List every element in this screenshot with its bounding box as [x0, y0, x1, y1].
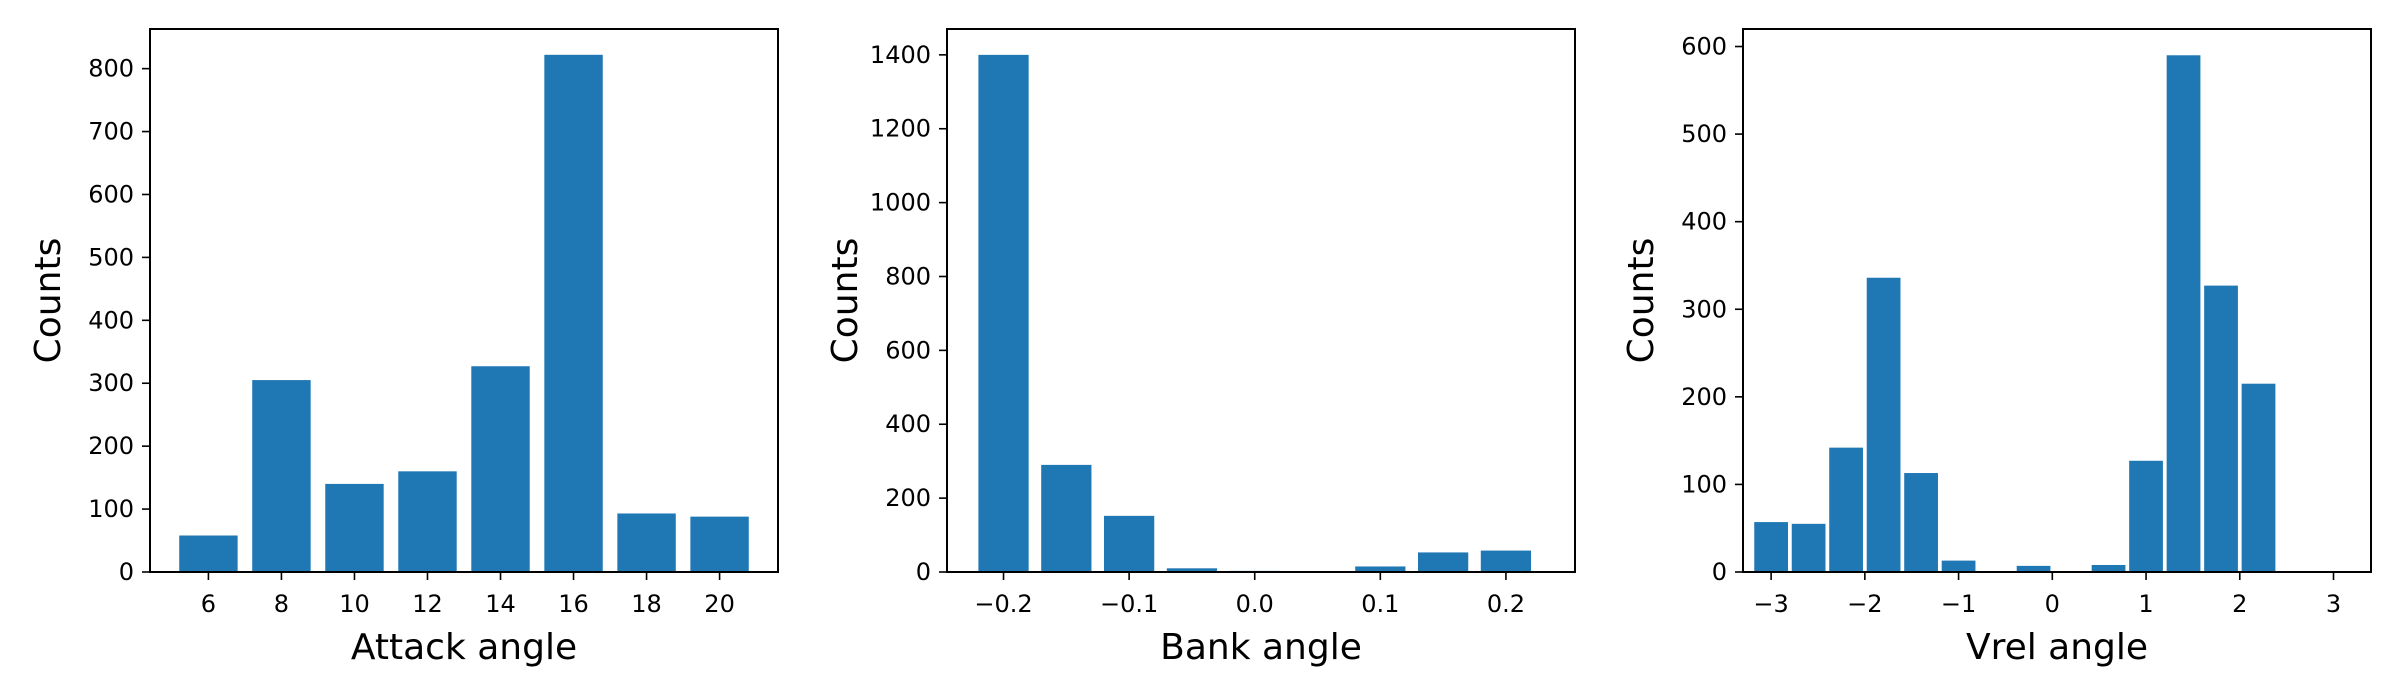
bar [1418, 552, 1469, 572]
y-tick-label: 0 [1712, 558, 1727, 586]
chart-panel-2: −0.2 −0.1 0.0 0.1 0.2 0 200 400 600 800 1000 1200 14… [825, 28, 1576, 668]
x-tick-label: 3 [2326, 590, 2341, 618]
x-tick-label: 6 [201, 590, 216, 618]
bar [2091, 564, 2126, 572]
y-axis-label: Counts [28, 238, 69, 364]
bar [252, 380, 311, 572]
y-axis-label: Counts [1621, 238, 1662, 364]
bar [1791, 523, 1826, 572]
x-tick-label: −2 [1847, 590, 1882, 618]
bar [978, 54, 1029, 573]
bar [1355, 566, 1406, 572]
bar [179, 535, 238, 572]
bar [1480, 550, 1532, 572]
chart-panel-1: 6 8 10 12 14 16 18 200100200300400500600700800A… [28, 28, 779, 668]
bar [1829, 447, 1863, 572]
x-tick-label: 16 [558, 590, 589, 618]
y-tick-label: 800 [88, 55, 134, 83]
bar [690, 516, 749, 572]
y-tick-label: 1000 [870, 189, 931, 217]
plot-frame [1742, 28, 2372, 573]
x-tick-label: 18 [631, 590, 662, 618]
y-tick-label: 0 [916, 558, 931, 586]
y-tick-label: 1200 [870, 115, 931, 143]
bar [1941, 560, 1976, 572]
y-tick-label: 200 [88, 432, 134, 460]
x-axis-label: Bank angle [1160, 627, 1362, 668]
x-axis-label: Vrel angle [1966, 627, 2148, 668]
bar [2016, 565, 2051, 572]
bar [1754, 522, 1788, 572]
x-tick-label: 12 [412, 590, 443, 618]
x-tick-label: 10 [339, 590, 370, 618]
y-tick-label: 500 [1681, 120, 1727, 148]
y-tick-label: 800 [885, 262, 931, 290]
y-tick-label: 300 [88, 369, 134, 397]
x-tick-label: −1 [1941, 590, 1976, 618]
x-tick-label: 14 [485, 590, 516, 618]
x-tick-label: 0.1 [1361, 590, 1399, 618]
x-tick-label: 0.2 [1487, 590, 1525, 618]
y-tick-label: 600 [88, 180, 134, 208]
y-tick-label: 400 [1681, 208, 1727, 236]
bar [1866, 277, 1901, 572]
y-tick-label: 200 [885, 484, 931, 512]
bar [544, 54, 603, 573]
bar [617, 513, 676, 572]
y-tick-label: 0 [119, 558, 134, 586]
bar [325, 483, 384, 572]
bar [1904, 473, 1938, 572]
x-tick-label: 0.0 [1236, 590, 1274, 618]
y-tick-label: 600 [885, 336, 931, 364]
bar [1104, 515, 1155, 572]
chart-panel-3: −3 −2 −1 0 1 2 3 0 100 200 300 400 500 600 Vrel angle C… [1621, 28, 2372, 668]
x-tick-label: 20 [704, 590, 735, 618]
bar [2129, 460, 2163, 572]
x-tick-label: 0 [2045, 590, 2060, 618]
y-tick-label: 700 [88, 118, 134, 146]
plot-frame [946, 28, 1576, 573]
x-axis-label: Attack angle [351, 627, 577, 668]
y-tick-label: 600 [1681, 33, 1727, 61]
y-tick-label: 400 [885, 410, 931, 438]
x-tick-label: 2 [2232, 590, 2247, 618]
bar [398, 471, 457, 572]
chart-panels: 6 8 10 12 14 16 18 200100200300400500600700800A… [28, 28, 2372, 668]
y-tick-label: 100 [88, 495, 134, 523]
bar [471, 366, 530, 572]
x-tick-label: 8 [274, 590, 289, 618]
y-tick-label: 400 [88, 306, 134, 334]
y-tick-label: 500 [88, 243, 134, 271]
y-tick-label: 100 [1681, 470, 1727, 498]
bar [1166, 568, 1218, 572]
x-tick-label: −0.1 [1100, 590, 1158, 618]
y-tick-label: 200 [1681, 383, 1727, 411]
y-tick-label: 300 [1681, 295, 1727, 323]
bar [2166, 55, 2201, 572]
bar [2204, 285, 2238, 572]
bar [2241, 383, 2276, 572]
x-tick-label: −0.2 [974, 590, 1032, 618]
plot-frame [149, 28, 779, 573]
bar [1041, 464, 1092, 572]
x-tick-label: −3 [1753, 590, 1788, 618]
x-tick-label: 1 [2138, 590, 2153, 618]
y-tick-label: 1400 [870, 41, 931, 69]
y-axis-label: Counts [825, 238, 866, 364]
